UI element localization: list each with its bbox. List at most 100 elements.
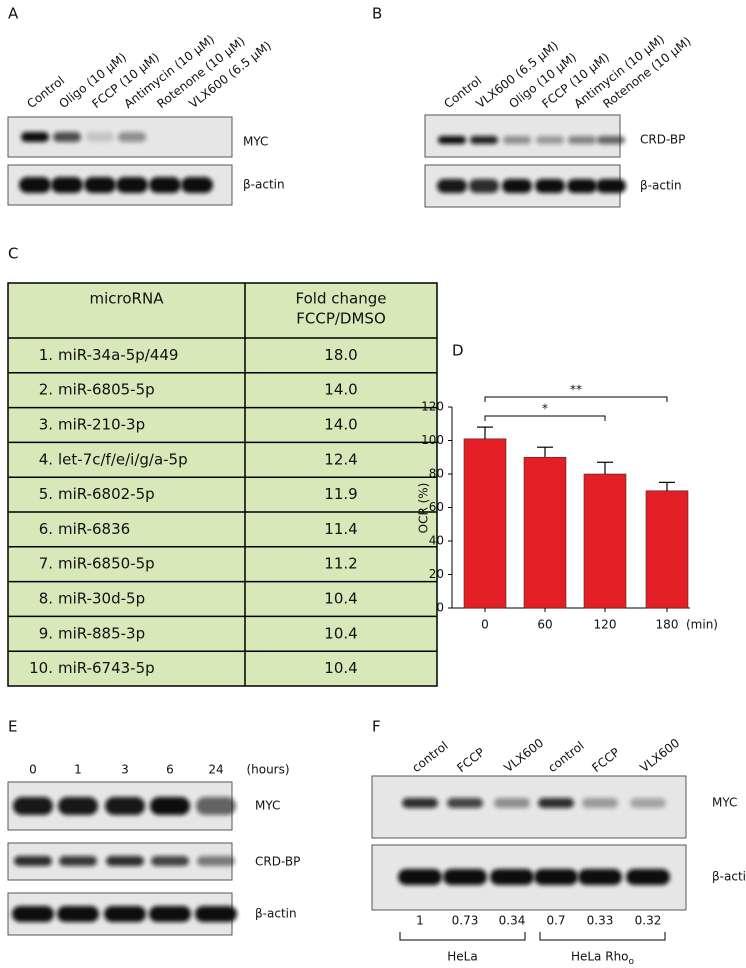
blot-band xyxy=(58,797,98,815)
blot-band xyxy=(437,179,467,193)
blot-band xyxy=(578,869,622,885)
blot-band xyxy=(118,132,146,142)
bar xyxy=(523,456,567,609)
blot-label: β-actin xyxy=(712,870,746,884)
row-number: 1. xyxy=(39,346,53,364)
y-tick-label: 0 xyxy=(436,601,444,615)
blot-label: β-actin xyxy=(255,907,297,921)
blot-band xyxy=(57,906,99,922)
y-tick-label: 120 xyxy=(421,400,444,414)
blot-band xyxy=(398,869,442,885)
fold-change: 14.0 xyxy=(324,416,357,434)
microrna-name: miR-6802-5p xyxy=(58,485,155,503)
blot-label: MYC xyxy=(712,796,737,810)
y-tick-label: 40 xyxy=(429,534,444,548)
group-subscript: o xyxy=(629,957,635,967)
row-number: 5. xyxy=(39,485,53,503)
error-bar xyxy=(597,461,613,474)
fold-change: 12.4 xyxy=(324,450,357,468)
blot-band xyxy=(438,136,466,144)
x-tick-label: 180 xyxy=(656,618,679,632)
fold-change: 14.0 xyxy=(324,381,357,399)
blot-label: CRD-BP xyxy=(640,133,685,147)
x-unit-label: (min) xyxy=(686,618,718,632)
blot-band xyxy=(149,177,181,193)
microrna-name: miR-6805-5p xyxy=(58,381,155,399)
blot-band xyxy=(14,856,52,866)
band-ratio: 0.73 xyxy=(452,914,479,928)
blot-band xyxy=(150,797,190,815)
x-tick-label: 60 xyxy=(537,618,552,632)
blot-band xyxy=(597,136,625,144)
blot-band xyxy=(402,798,438,808)
y-tick-label: 100 xyxy=(421,433,444,447)
significance-bracket xyxy=(484,415,606,421)
group-bracket xyxy=(539,932,666,941)
blot-band xyxy=(197,856,235,866)
blot-band xyxy=(470,136,498,144)
fold-change: 10.4 xyxy=(324,659,357,677)
microrna-name: miR-34a-5p/449 xyxy=(58,346,178,364)
microrna-name: miR-6850-5p xyxy=(58,555,155,573)
blot-band xyxy=(630,798,666,808)
significance-label: ** xyxy=(570,383,582,397)
row-number: 10. xyxy=(29,659,53,677)
fold-change: 10.4 xyxy=(324,624,357,642)
blot-band xyxy=(582,798,618,808)
microrna-name: miR-6836 xyxy=(58,520,130,538)
blot-band xyxy=(84,177,116,193)
fold-change: 18.0 xyxy=(324,346,357,364)
time-label: 1 xyxy=(74,763,82,777)
blot-band xyxy=(181,177,213,193)
lane-label: VLX600 xyxy=(501,736,546,775)
y-axis-label: OCR (%) xyxy=(417,483,431,534)
band-ratio: 0.34 xyxy=(499,914,526,928)
blot-band xyxy=(535,179,565,193)
blot-label: β-actin xyxy=(640,179,682,193)
panel-label: C xyxy=(8,245,18,263)
blot-band xyxy=(469,179,499,193)
table-header: FCCP/DMSO xyxy=(296,310,386,328)
table-header: microRNA xyxy=(90,290,165,308)
blot-band xyxy=(59,856,97,866)
lane-label: control xyxy=(545,738,586,775)
time-label: 0 xyxy=(29,763,37,777)
blot-band xyxy=(51,177,83,193)
row-number: 6. xyxy=(39,520,53,538)
microrna-name: let-7c/f/e/i/g/a-5p xyxy=(58,450,188,468)
blot-band xyxy=(503,136,531,144)
blot-band xyxy=(151,856,189,866)
band-ratio: 0.7 xyxy=(546,914,565,928)
panel-label: F xyxy=(372,718,381,736)
panel-label: E xyxy=(8,718,17,736)
group-bracket xyxy=(399,932,526,941)
blot-band xyxy=(21,132,49,142)
fold-change: 11.4 xyxy=(324,520,357,538)
blot-band xyxy=(502,179,532,193)
blot-band xyxy=(443,869,487,885)
row-number: 7. xyxy=(39,555,53,573)
blot-band xyxy=(596,179,626,193)
blot-label: MYC xyxy=(243,135,268,149)
blot-band xyxy=(12,906,54,922)
row-number: 4. xyxy=(39,450,53,468)
lane-label: FCCP xyxy=(589,745,622,775)
bar xyxy=(463,438,507,609)
blot-band xyxy=(494,798,530,808)
fold-change: 11.9 xyxy=(324,485,357,503)
band-ratio: 1 xyxy=(416,914,424,928)
table-border xyxy=(7,282,438,687)
significance-label: * xyxy=(542,402,548,416)
blot-band xyxy=(13,797,53,815)
x-tick-label: 120 xyxy=(594,618,617,632)
blot-label: MYC xyxy=(255,799,280,813)
row-number: 8. xyxy=(39,590,53,608)
blot-band xyxy=(196,797,236,815)
bar xyxy=(645,490,689,609)
blot-band xyxy=(86,132,114,142)
blot-band xyxy=(568,136,596,144)
bar xyxy=(583,473,627,609)
row-number: 3. xyxy=(39,416,53,434)
blot-band xyxy=(149,906,191,922)
